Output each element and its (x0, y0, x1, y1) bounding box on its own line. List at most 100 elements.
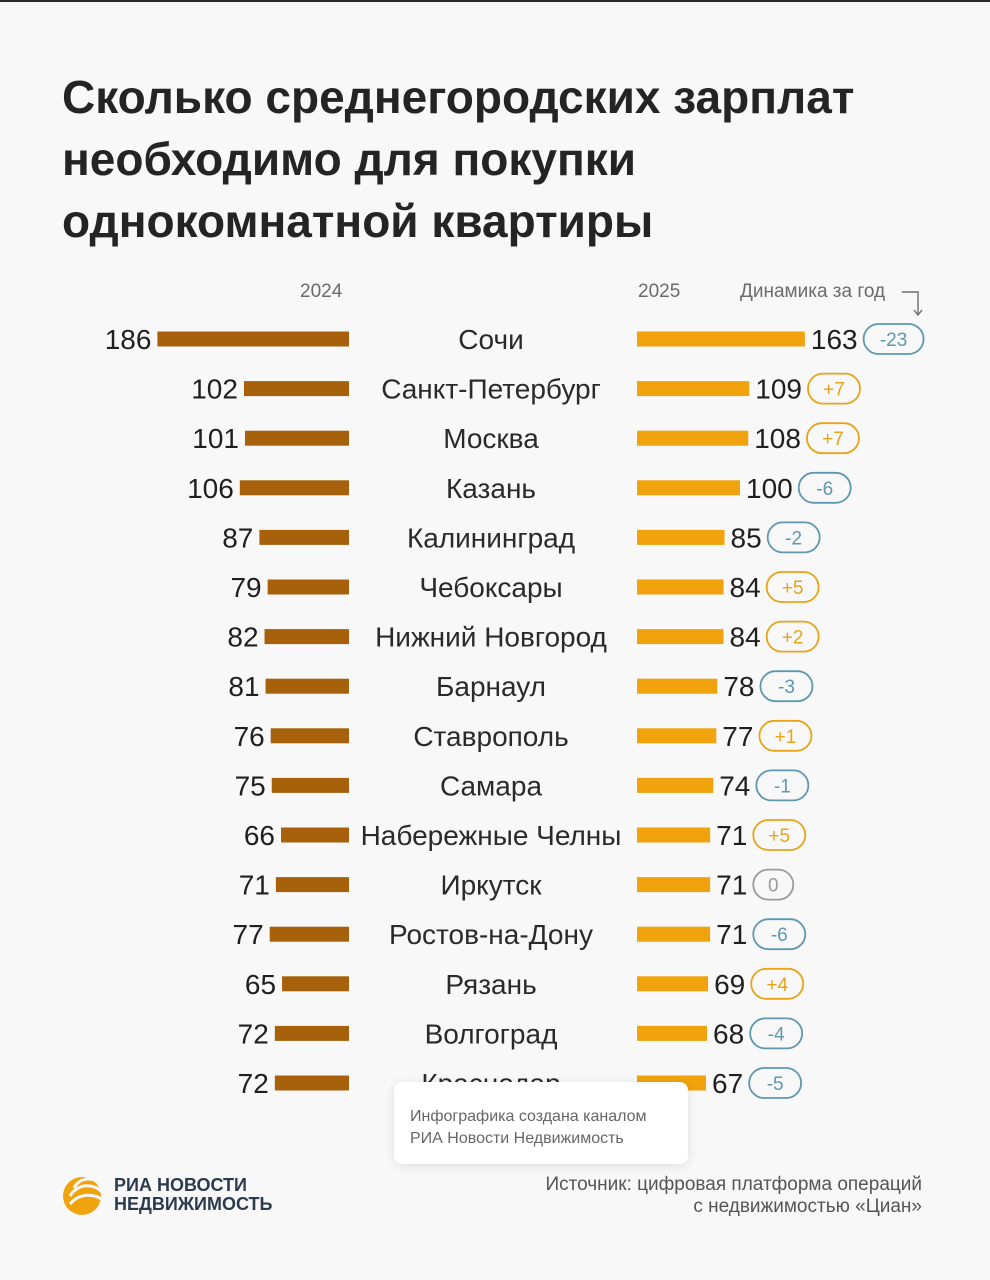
bar-2024 (244, 430, 349, 446)
source-note: Источник: цифровая платформа операций с … (545, 1174, 922, 1218)
change-badge (765, 620, 820, 653)
value-2024: 81 (228, 671, 259, 702)
value-2025: 69 (714, 969, 745, 1000)
bar-2024 (264, 629, 349, 645)
value-2024: 102 (191, 374, 238, 405)
change-label: +2 (782, 628, 804, 649)
value-2024: 72 (238, 1018, 269, 1049)
change-badge (806, 422, 860, 455)
change-label: -1 (774, 776, 791, 797)
logo-text: РИА НОВОСТИ НЕДВИЖИМОСТЬ (114, 1176, 272, 1214)
change-badge (766, 521, 821, 554)
value-2025: 67 (712, 1068, 743, 1099)
value-2024: 106 (187, 473, 234, 504)
note-line-2: РИА Новости Недвижимость (410, 1130, 624, 1147)
change-label: +7 (822, 429, 844, 450)
value-2024: 76 (234, 721, 265, 752)
top-border (0, 0, 990, 2)
change-label: +5 (782, 578, 804, 599)
change-badge (862, 323, 925, 355)
bar-2025 (637, 1025, 708, 1041)
value-2024: 186 (105, 324, 152, 355)
change-badge (752, 918, 807, 951)
bar-2024 (270, 728, 349, 744)
value-2025: 71 (716, 870, 747, 901)
bar-2025 (637, 529, 725, 545)
corner-arrow-icon (902, 291, 923, 317)
value-2024: 66 (244, 820, 275, 851)
bar-2024 (281, 827, 349, 843)
column-header-dynamics: Динамика за год (740, 281, 886, 302)
bar-2024 (275, 877, 349, 893)
change-badge (807, 372, 861, 405)
change-badge (765, 571, 820, 603)
value-2025: 71 (716, 820, 747, 851)
change-badge (752, 819, 807, 851)
city-label: Барнаул (436, 671, 546, 702)
value-2024: 71 (239, 870, 270, 901)
change-badge (749, 1017, 804, 1050)
value-2025: 84 (730, 572, 761, 603)
city-label: Волгоград (425, 1018, 558, 1049)
note-line-1: Инфографика создана каналом (410, 1108, 647, 1125)
bar-2025 (637, 480, 740, 496)
city-label: Набережные Челны (361, 820, 622, 851)
city-label: Санкт-Петербург (381, 374, 601, 405)
note-card: Инфографика создана каналом РИА Новости … (394, 1082, 688, 1164)
change-label: -5 (767, 1074, 784, 1095)
value-2024: 75 (235, 770, 266, 801)
change-label: -6 (771, 925, 788, 946)
page-title: Сколько среднегородских зарплат необходи… (62, 71, 855, 247)
city-label: Ставрополь (413, 721, 568, 752)
logo-line-2: НЕДВИЖИМОСТЬ (114, 1194, 273, 1214)
city-label: Казань (446, 473, 536, 504)
bar-2025 (637, 579, 724, 595)
bar-2025 (637, 678, 718, 694)
change-badge (750, 967, 805, 1000)
city-label: Сочи (458, 324, 523, 355)
bar-2025 (637, 976, 709, 992)
change-label: -6 (816, 479, 833, 500)
city-label: Ростов-на-Дону (389, 919, 593, 950)
value-2025: 68 (713, 1018, 744, 1049)
value-2025: 77 (722, 721, 753, 752)
change-badge (758, 719, 813, 752)
ria-logo-icon (63, 1177, 105, 1215)
bar-2025 (637, 728, 717, 744)
value-2025: 108 (754, 423, 801, 454)
value-2024: 65 (245, 969, 276, 1000)
bar-2024 (157, 331, 349, 347)
value-2025: 163 (811, 324, 858, 355)
bar-2025 (637, 877, 711, 893)
bar-2025 (637, 629, 724, 645)
value-2024: 82 (227, 622, 258, 653)
change-label: -23 (880, 330, 907, 351)
column-header-2024: 2024 (300, 281, 343, 302)
value-2025: 74 (719, 770, 750, 801)
city-label: Чебоксары (419, 572, 562, 603)
bar-2025 (637, 827, 711, 843)
change-badge (759, 670, 814, 703)
change-label: +4 (766, 975, 788, 996)
bar-2024 (271, 777, 349, 793)
bar-2024 (265, 678, 349, 694)
value-2025: 71 (716, 919, 747, 950)
city-label: Самара (440, 770, 543, 801)
change-badge (755, 769, 810, 802)
bar-2025 (637, 777, 714, 793)
bar-2025 (637, 926, 711, 942)
column-header-2025: 2025 (638, 281, 681, 302)
city-label: Калининград (407, 522, 575, 553)
bar-2025 (637, 331, 805, 347)
value-2025: 109 (755, 374, 802, 405)
bar-2024 (282, 976, 349, 992)
source-line-2: с недвижимостью «Циан» (693, 1196, 922, 1217)
value-2025: 84 (730, 622, 761, 653)
value-2024: 79 (230, 572, 261, 603)
value-2025: 100 (746, 473, 793, 504)
value-2024: 72 (238, 1068, 269, 1099)
city-label: Москва (443, 423, 539, 454)
change-label: -4 (768, 1024, 785, 1045)
bar-2024 (267, 579, 349, 595)
